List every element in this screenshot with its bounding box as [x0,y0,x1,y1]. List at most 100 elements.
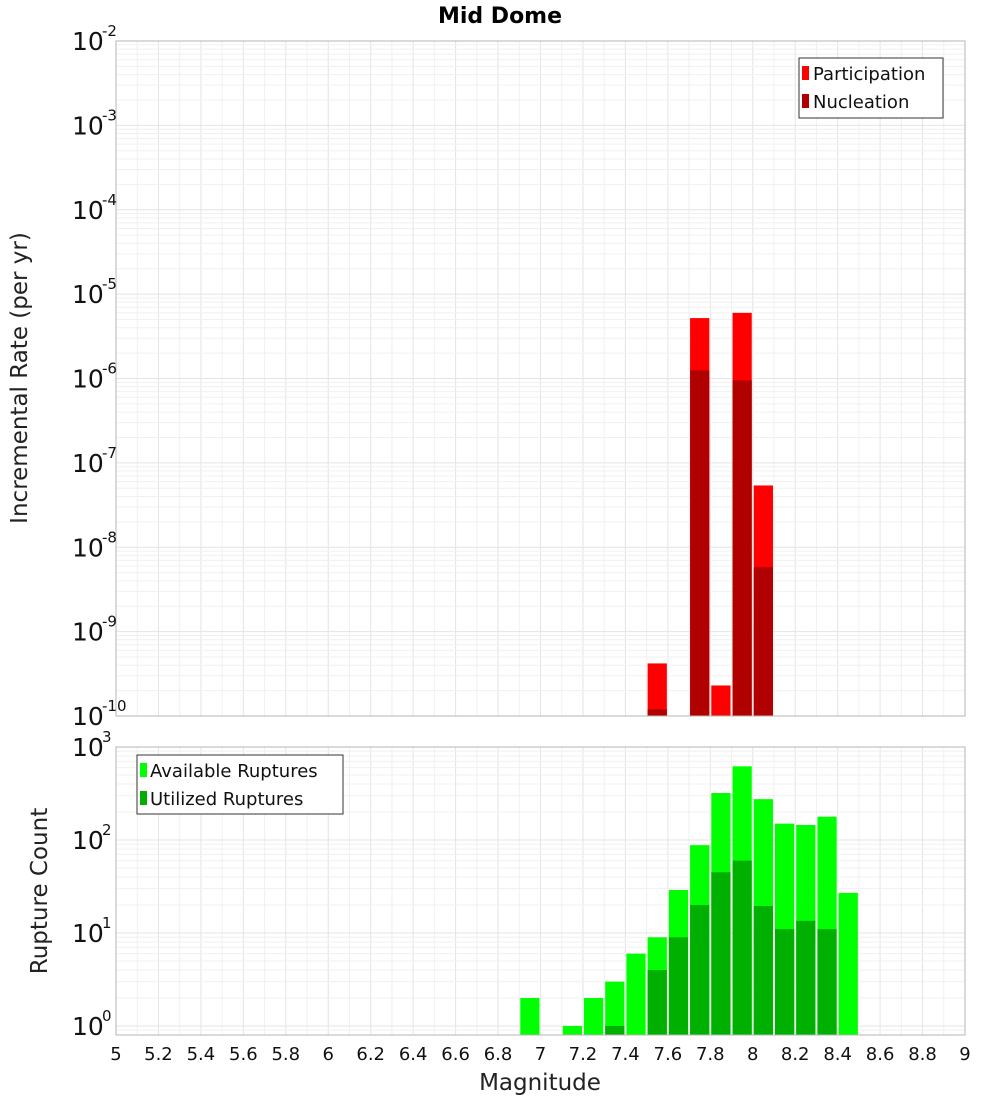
nucleation-legend-label: Nucleation [813,92,909,113]
utilized-ruptures-bar [647,969,667,1035]
utilized-ruptures-bar [732,860,752,1035]
y-tick-exponent: 0 [102,1007,112,1025]
y-tick-exponent: -3 [102,106,117,124]
x-tick-label: 6.6 [441,1044,470,1065]
available-ruptures-bar [562,1025,582,1035]
x-tick-label: 5.8 [271,1044,300,1065]
y-tick-base: 10 [72,826,104,855]
y-tick-exponent: -8 [102,528,117,546]
y-tick-exponent: 1 [102,914,112,932]
y-tick-base: 10 [72,196,104,225]
x-tick-label: 8.8 [908,1044,937,1065]
x-tick-label: 6.8 [484,1044,513,1065]
x-tick-label: 8.6 [866,1044,895,1065]
y-tick-label: 10-6 [72,360,117,394]
participation-bar [647,663,667,716]
count-plot-frame [115,746,966,1036]
x-tick-label: 8.4 [823,1044,852,1065]
y-tick-label: 10-5 [72,275,117,309]
y-tick-base: 10 [72,733,104,762]
count-bars [520,766,858,1035]
x-tick-label: 8 [747,1044,758,1065]
x-tick-label: 6.4 [399,1044,428,1065]
utilized-ruptures-bar [605,1025,625,1035]
y-tick-base: 10 [72,449,104,478]
available-ruptures-bar [605,981,625,1035]
x-tick-label: 5.6 [229,1044,258,1065]
y-tick-label: 100 [72,1007,112,1041]
x-tick-label: 7.4 [611,1044,640,1065]
y-tick-label: 103 [72,728,112,762]
y-tick-base: 10 [72,111,104,140]
y-tick-exponent: -6 [102,360,117,378]
y-tick-label: 102 [72,821,112,855]
y-tick-base: 10 [72,533,104,562]
rate-legend-box [798,57,944,119]
utilized-ruptures-bar [774,929,795,1035]
x-axis-label: Magnitude [479,1070,601,1096]
y-tick-exponent: -10 [102,697,127,715]
y-tick-base: 10 [72,702,104,731]
y-tick-base: 10 [72,1012,104,1041]
rate-plot-frame [115,40,966,717]
x-tick-label: 6.2 [356,1044,385,1065]
nucleation-bar [690,370,710,716]
x-tick-label: 7.8 [696,1044,725,1065]
utilized-ruptures-bar [690,904,710,1035]
utilized-ruptures-bar [796,920,816,1035]
utilized-ruptures-bar [711,872,731,1035]
y-tick-exponent: -7 [102,444,117,462]
y-tick-label: 10-9 [72,613,117,647]
y-tick-exponent: 2 [102,821,112,839]
rate-bars [647,312,773,716]
y-tick-label: 10-2 [72,22,117,56]
count-legend: Available Ruptures Utilized Ruptures [136,754,344,815]
participation-bar [711,685,731,716]
x-tick-label: 9 [959,1044,970,1065]
utilized-ruptures-bar [668,937,689,1035]
y-tick-base: 10 [72,618,104,647]
nucleation-bar [647,709,667,716]
y-tick-label: 101 [72,914,112,948]
y-tick-base: 10 [72,280,104,309]
available-legend-label: Available Ruptures [150,761,318,782]
y-tick-label: 10-8 [72,528,117,562]
magnitude-x-ticks: 5 5.2 5.4 5.6 5.8 6 6.2 6.4 6.6 6.8 7 7.2 7.4 7.6 7.8 8… [110,1044,970,1065]
x-tick-label: 5.2 [144,1044,173,1065]
y-tick-exponent: 3 [102,728,112,746]
nucleation-bar [732,380,752,716]
rate-grid [115,40,966,717]
available-ruptures-bar [520,997,540,1035]
count-y-axis-label: Rupture Count [27,808,53,974]
utilized-legend-swatch [140,791,147,805]
x-tick-label: 6 [323,1044,334,1065]
y-tick-label: 10-10 [72,697,127,731]
y-tick-label: 10-4 [72,191,117,225]
nucleation-bar [753,567,773,716]
y-tick-base: 10 [72,27,104,56]
rate-legend: Participation Nucleation [798,57,944,119]
x-tick-label: 8.2 [781,1044,810,1065]
utilized-legend-label: Utilized Ruptures [150,789,303,810]
x-tick-label: 7.6 [654,1044,683,1065]
y-tick-label: 10-3 [72,106,117,140]
available-ruptures-bar [583,997,604,1035]
y-tick-base: 10 [72,365,104,394]
available-ruptures-bar [626,953,646,1035]
y-tick-base: 10 [72,919,104,948]
rate-y-axis-label: Incremental Rate (per yr) [7,232,33,524]
count-legend-box [136,754,344,815]
x-tick-label: 7 [535,1044,546,1065]
x-tick-label: 5 [110,1044,121,1065]
nucleation-legend-swatch [802,94,809,108]
chart-title: Mid Dome [438,4,562,29]
y-tick-exponent: -4 [102,191,117,209]
x-tick-label: 5.4 [187,1044,216,1065]
y-tick-exponent: -9 [102,613,117,631]
x-tick-label: 7.2 [569,1044,598,1065]
